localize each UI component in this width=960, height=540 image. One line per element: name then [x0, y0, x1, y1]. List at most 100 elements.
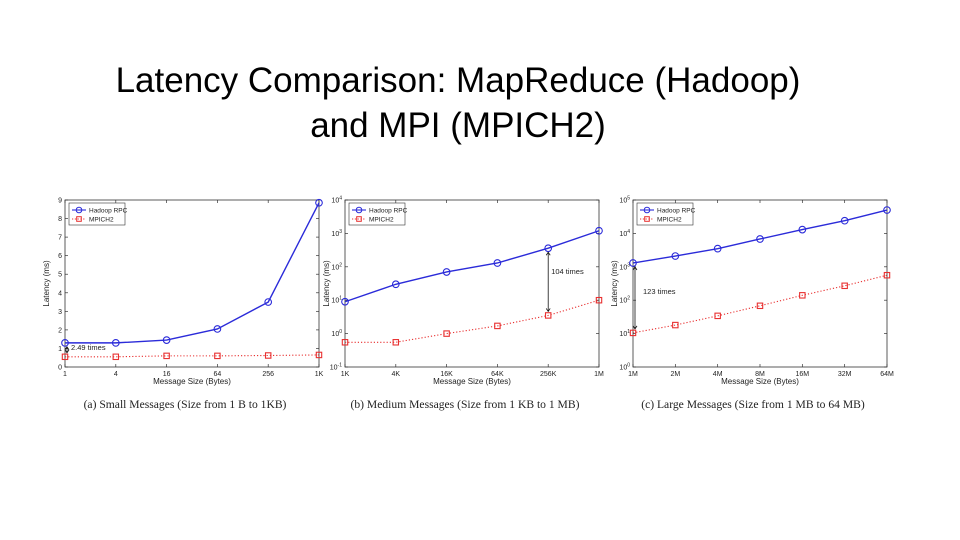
legend-box	[348, 202, 406, 226]
y-tick-label-exponent: 4	[339, 196, 342, 202]
series-line-hadoop-rpc	[344, 230, 600, 303]
legend-marker-hadoop-rpc	[643, 206, 651, 214]
legend-label-hadoop-rpc: Hadoop RPC	[89, 207, 128, 214]
y-tick-label: 100	[331, 329, 342, 338]
y-tick-label: 9	[58, 198, 62, 205]
y-tick-label: 10-1	[330, 363, 342, 372]
data-point-hadoop-rpc	[111, 339, 120, 347]
x-tick-label: 1M	[628, 371, 638, 378]
y-tick-label-exponent: 2	[627, 296, 630, 302]
x-tick-label: 1	[63, 371, 67, 378]
data-point-hadoop-rpc	[840, 216, 849, 225]
y-tick-label: 1	[58, 346, 62, 353]
data-point-mpich2	[883, 271, 891, 279]
slide-title-line-1: Latency Comparison: MapReduce (Hadoop)	[115, 61, 801, 100]
y-tick-label-base: 10	[619, 331, 627, 338]
y-axis-label: Latency (ms)	[610, 260, 619, 307]
annotation-arrow-head-bottom	[64, 349, 70, 354]
series-line-hadoop-rpc	[65, 202, 320, 344]
y-tick-label-base: 10	[619, 365, 627, 372]
y-tick-label: 8	[58, 216, 62, 223]
data-point-mpich2	[264, 352, 272, 359]
data-point-mpich2	[443, 330, 450, 337]
legend-label-mpich2: MPICH2	[369, 216, 394, 223]
data-point-hadoop-rpc	[713, 244, 722, 253]
y-tick-label-exponent: 1	[627, 329, 630, 335]
y-tick-label-base: 10	[619, 198, 627, 205]
plot-frame	[344, 199, 600, 368]
y-tick-label: 103	[331, 229, 342, 238]
legend-marker-mpich2	[644, 216, 650, 222]
slide-title-line-2: and MPI (MPICH2)	[310, 106, 606, 145]
data-point-mpich2	[341, 339, 349, 346]
data-point-mpich2	[595, 296, 603, 304]
data-point-hadoop-rpc	[264, 298, 273, 306]
data-point-hadoop-rpc	[798, 225, 807, 234]
x-tick-label: 256	[262, 371, 274, 378]
plot-frame	[64, 199, 320, 368]
x-tick-label: 1K	[341, 371, 350, 378]
x-tick-label: 64K	[491, 371, 504, 378]
y-axis-label: Latency (ms)	[42, 260, 51, 307]
annotation-label: 2.49 times	[71, 343, 106, 352]
y-tick-label-base: 10	[331, 331, 339, 338]
series-line-mpich2	[632, 274, 888, 334]
x-tick-label: 4K	[392, 371, 401, 378]
y-tick-label: 4	[58, 290, 62, 297]
x-tick-label: 64	[214, 371, 222, 378]
y-tick-label: 101	[331, 296, 342, 305]
y-tick-label: 102	[331, 262, 342, 271]
y-tick-label-exponent: 0	[339, 329, 342, 335]
legend-label-mpich2: MPICH2	[89, 216, 114, 223]
x-tick-label: 16K	[440, 371, 453, 378]
data-point-hadoop-rpc	[61, 339, 69, 347]
data-point-mpich2	[714, 312, 721, 320]
series-line-mpich2	[345, 299, 600, 343]
x-axis-label: Message Size (Bytes)	[153, 377, 231, 386]
data-point-mpich2	[544, 312, 552, 319]
data-point-mpich2	[392, 339, 400, 346]
x-tick-label: 16M	[796, 371, 810, 378]
y-tick-label-base: 10	[619, 264, 627, 271]
annotation-arrow-head-bottom	[545, 308, 551, 313]
chart-caption-medium-messages: (b) Medium Messages (Size from 1 KB to 1…	[350, 398, 580, 411]
data-point-mpich2	[629, 329, 637, 337]
y-tick-label-base: 10	[331, 298, 339, 305]
y-tick-label: 7	[58, 235, 62, 242]
data-point-hadoop-rpc	[671, 252, 680, 260]
y-tick-label-exponent: 5	[627, 196, 630, 202]
legend-label-hadoop-rpc: Hadoop RPC	[369, 207, 408, 214]
y-tick-label-exponent: 3	[339, 229, 342, 235]
annotation-label: 104 times	[551, 267, 584, 276]
x-tick-label: 1M	[594, 371, 604, 378]
data-point-mpich2	[494, 322, 501, 330]
y-tick-label: 103	[619, 262, 630, 271]
y-tick-label-exponent: 0	[627, 363, 630, 369]
y-tick-label-base: 10	[619, 298, 627, 305]
data-point-hadoop-rpc	[493, 259, 502, 267]
y-tick-label: 101	[619, 329, 630, 338]
x-axis-label: Message Size (Bytes)	[433, 377, 511, 386]
chart-panel-medium-messages: 10-1 100 101 102 103 104 1K 4K 16K 64K 256K 1M Messa…	[320, 190, 610, 420]
y-tick-label-base: 10	[331, 198, 339, 205]
x-tick-label: 4M	[713, 371, 723, 378]
data-point-mpich2	[112, 353, 120, 361]
data-point-mpich2	[799, 292, 806, 299]
legend-marker-mpich2	[356, 216, 362, 222]
series-line-hadoop-rpc	[632, 209, 888, 264]
legend-marker-mpich2	[76, 216, 82, 222]
chart-panel-small-messages: 0 1 2 3 4 5 6 7 8 9 1 4 16 64 256 1K Message Size (Bytes…	[40, 190, 330, 420]
y-tick-label-exponent: 1	[339, 296, 342, 302]
legend-marker-hadoop-rpc	[75, 206, 83, 214]
y-tick-label: 104	[619, 229, 630, 238]
annotation-arrow-head-top	[545, 251, 551, 256]
y-tick-label-exponent: 2	[339, 262, 342, 268]
y-tick-label-base: 10	[331, 231, 339, 238]
y-tick-label: 6	[58, 253, 62, 260]
annotation-label: 123 times	[643, 287, 676, 296]
data-point-hadoop-rpc	[213, 325, 222, 333]
data-point-hadoop-rpc	[756, 235, 764, 243]
data-point-mpich2	[672, 321, 679, 329]
